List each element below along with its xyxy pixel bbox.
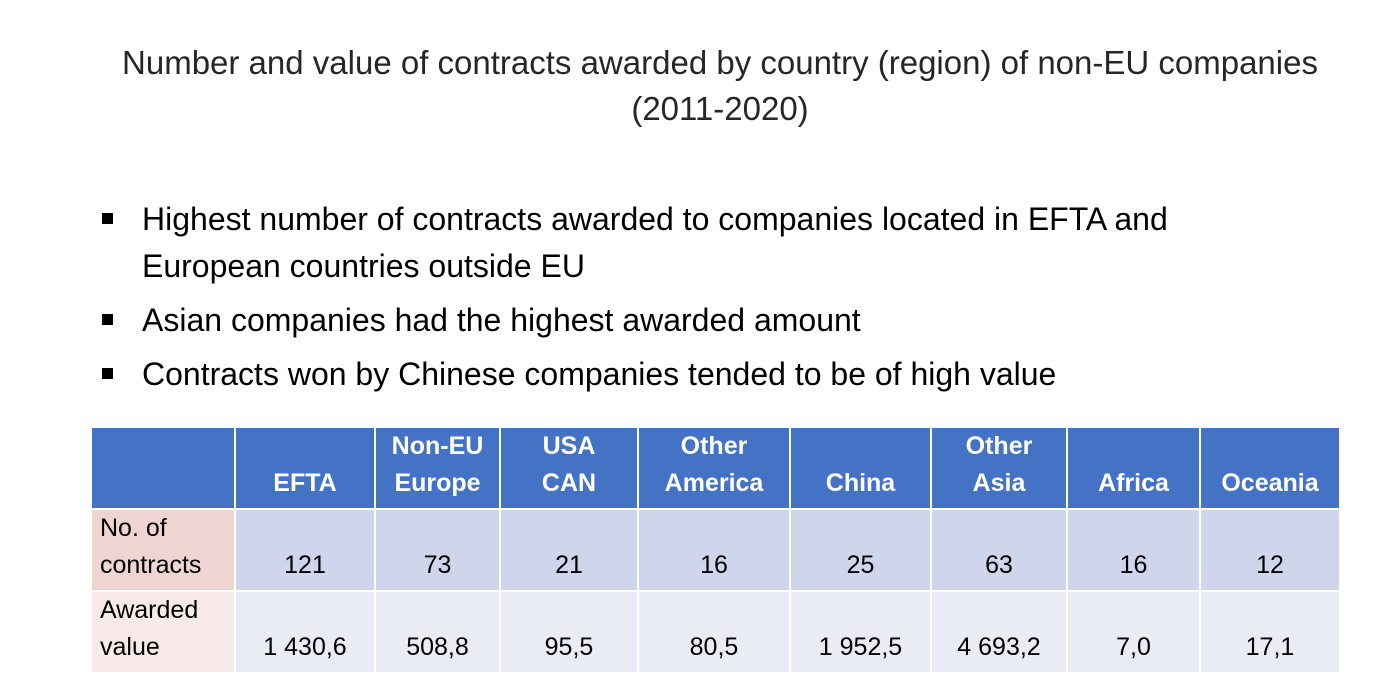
table-cell: 25 bbox=[789, 508, 932, 592]
column-header-line: Other bbox=[965, 432, 1033, 460]
column-header-line: USA bbox=[542, 432, 596, 460]
column-header-line: China bbox=[825, 469, 896, 497]
column-header: China bbox=[789, 426, 932, 510]
table-cell: 1 952,5 bbox=[789, 590, 932, 674]
bullet-text: Contracts won by Chinese companies tende… bbox=[142, 356, 1057, 392]
column-header: USA CAN bbox=[499, 426, 639, 510]
table-cell: 63 bbox=[930, 508, 1068, 592]
title-line-2: (2011-2020) bbox=[631, 90, 809, 127]
table-cell: 16 bbox=[1066, 508, 1201, 592]
table-cell: 508,8 bbox=[374, 590, 501, 674]
table-cell: 80,5 bbox=[637, 590, 791, 674]
column-header-line: CAN bbox=[541, 469, 597, 497]
table-cell: 12 bbox=[1199, 508, 1341, 592]
column-header: Other America bbox=[637, 426, 791, 510]
table-cell: 17,1 bbox=[1199, 590, 1341, 674]
column-header-line: Europe bbox=[394, 469, 481, 497]
row-label: Awarded value bbox=[90, 590, 236, 674]
column-header: Africa bbox=[1066, 426, 1201, 510]
bullet-text: Highest number of contracts awarded to c… bbox=[142, 201, 1168, 284]
column-header: EFTA bbox=[234, 426, 376, 510]
square-bullet-icon bbox=[102, 368, 113, 379]
bullet-text: Asian companies had the highest awarded … bbox=[142, 302, 861, 338]
bullet-list: Highest number of contracts awarded to c… bbox=[100, 196, 1300, 405]
column-header-line: Africa bbox=[1098, 469, 1169, 497]
table-header-row: EFTA Non-EU Europe USA CAN Other America Ch… bbox=[90, 426, 1341, 510]
table-cell: 7,0 bbox=[1066, 590, 1201, 674]
table-cell: 121 bbox=[234, 508, 376, 592]
row-label-line: contracts bbox=[100, 551, 202, 579]
row-label-line: No. of bbox=[100, 514, 167, 542]
table-cell: 95,5 bbox=[499, 590, 639, 674]
table-cell: 4 693,2 bbox=[930, 590, 1068, 674]
row-label: No. of contracts bbox=[90, 508, 236, 592]
title-line-1: Number and value of contracts awarded by… bbox=[122, 44, 1318, 81]
table-row: No. of contracts 121 73 21 16 25 63 16 12 bbox=[90, 508, 1341, 592]
bullet-item: Contracts won by Chinese companies tende… bbox=[100, 351, 1300, 398]
square-bullet-icon bbox=[102, 213, 113, 224]
column-header-line: Other bbox=[680, 432, 748, 460]
table-cell: 21 bbox=[499, 508, 639, 592]
column-header-line: Oceania bbox=[1221, 469, 1319, 497]
column-header: Non-EU Europe bbox=[374, 426, 501, 510]
page-title: Number and value of contracts awarded by… bbox=[40, 40, 1382, 132]
column-header-line: Non-EU bbox=[391, 432, 484, 460]
bullet-item: Highest number of contracts awarded to c… bbox=[100, 196, 1300, 290]
bullet-item: Asian companies had the highest awarded … bbox=[100, 297, 1300, 344]
column-header-line: EFTA bbox=[273, 469, 337, 497]
table-cell: 1 430,6 bbox=[234, 590, 376, 674]
square-bullet-icon bbox=[102, 314, 113, 325]
row-label-line: Awarded bbox=[100, 596, 199, 624]
header-corner-cell bbox=[90, 426, 236, 510]
table-row: Awarded value 1 430,6 508,8 95,5 80,5 1 9… bbox=[90, 590, 1341, 674]
table-cell: 73 bbox=[374, 508, 501, 592]
column-header-line: Asia bbox=[972, 469, 1026, 497]
row-label-line: value bbox=[100, 633, 160, 661]
column-header: Oceania bbox=[1199, 426, 1341, 510]
table-cell: 16 bbox=[637, 508, 791, 592]
column-header: Other Asia bbox=[930, 426, 1068, 510]
contracts-table: EFTA Non-EU Europe USA CAN Other America Ch… bbox=[90, 426, 1341, 674]
column-header-line: America bbox=[664, 469, 764, 497]
